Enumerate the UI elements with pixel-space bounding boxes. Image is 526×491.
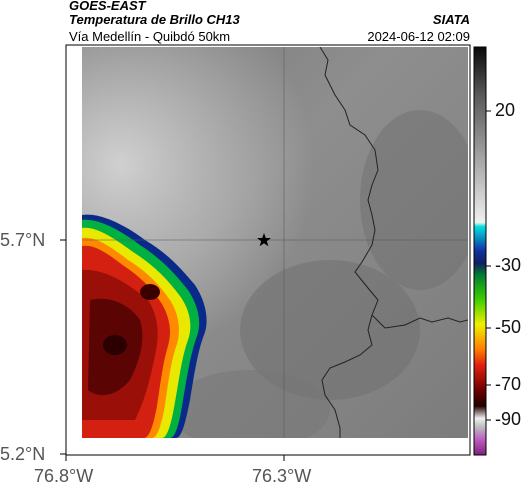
- product-title: Temperatura de Brillo CH13: [69, 12, 240, 27]
- station-star-icon: [257, 233, 271, 247]
- org-label: SIATA: [432, 12, 470, 27]
- lon-tick-label-76.8: 76.8°W: [34, 466, 94, 486]
- colorbar-tick-minus90: -90: [495, 409, 522, 429]
- datetime-label: 2024-06-12 02:09: [367, 29, 470, 44]
- department-border: [319, 47, 468, 329]
- region-subtitle: Vía Medellín - Quibdó 50km: [69, 29, 231, 44]
- colorbar: [473, 46, 487, 456]
- colorbar-tick-minus70: -70: [495, 374, 522, 394]
- colorbar-tick-20: 20: [495, 100, 516, 120]
- satellite-title: GOES-EAST: [69, 0, 146, 13]
- satellite-imagery: [82, 47, 468, 438]
- colorbar-tick-minus30: -30: [495, 255, 522, 275]
- lat-tick-label-5.2: 5.2°N: [0, 444, 46, 464]
- department-border-south: [321, 314, 373, 438]
- lon-tick-label-76.3: 76.3°W: [252, 466, 312, 486]
- lat-tick-label-5.7: 5.7°N: [0, 230, 46, 250]
- colorbar-tick-minus50: -50: [495, 317, 522, 337]
